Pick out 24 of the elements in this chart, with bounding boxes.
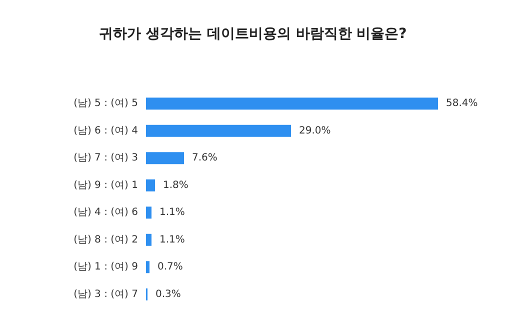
data-label: 1.1% [160, 207, 185, 218]
y-tick-label: (남) 5 : (여) 5 [74, 98, 138, 110]
data-label: 58.4% [446, 98, 478, 110]
data-label: 0.7% [158, 262, 183, 273]
bar [146, 152, 184, 164]
data-label: 1.8% [163, 180, 188, 191]
bar [146, 98, 438, 110]
y-tick-label: (남) 9 : (여) 1 [74, 180, 138, 191]
y-tick-label: (남) 6 : (여) 4 [74, 125, 138, 136]
bar [146, 124, 291, 137]
y-tick-label: (남) 3 : (여) 7 [74, 288, 138, 300]
bar [146, 206, 152, 219]
bar [146, 234, 152, 246]
data-label: 7.6% [192, 152, 218, 164]
bar [146, 261, 150, 274]
data-label: 29.0% [299, 125, 331, 136]
bar [146, 179, 155, 192]
data-label: 0.3% [156, 288, 181, 300]
y-tick-label: (남) 8 : (여) 2 [74, 234, 138, 246]
y-tick-label: (남) 1 : (여) 9 [74, 262, 138, 273]
y-tick-label: (남) 4 : (여) 6 [74, 207, 138, 218]
chart-title: 귀하가 생각하는 데이트비용의 바람직한 비율은? [99, 26, 407, 42]
data-label: 1.1% [160, 234, 185, 246]
y-tick-label: (남) 7 : (여) 3 [74, 152, 138, 164]
